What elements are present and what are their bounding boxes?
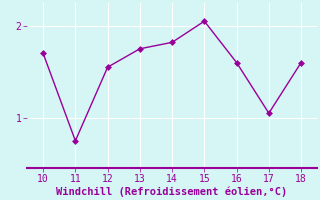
- X-axis label: Windchill (Refroidissement éolien,°C): Windchill (Refroidissement éolien,°C): [57, 187, 288, 197]
